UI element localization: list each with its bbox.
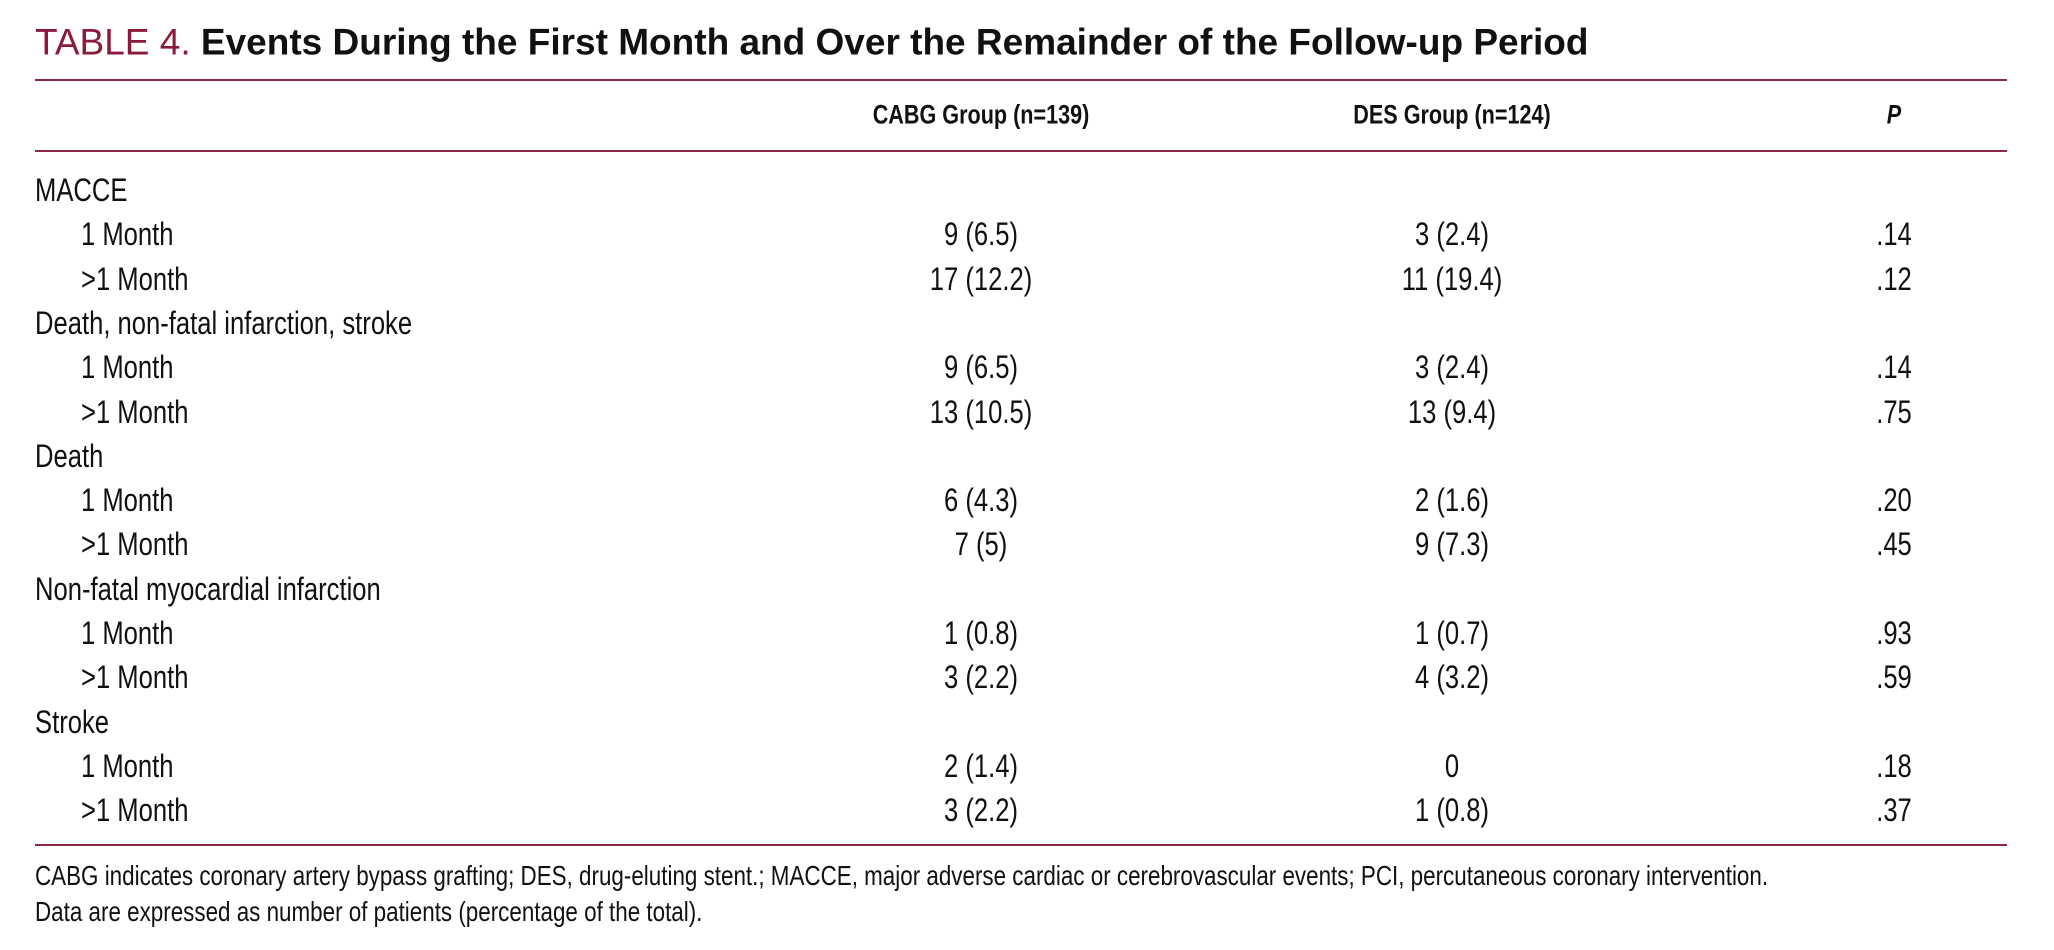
cell: 3 (2.4) bbox=[1415, 216, 1489, 253]
cell: 2 (1.6) bbox=[1415, 482, 1489, 519]
cell: .12 bbox=[1876, 260, 1912, 297]
table-title: Events During the First Month and Over t… bbox=[200, 21, 1589, 63]
cell: 3 (2.2) bbox=[944, 792, 1018, 829]
cell: 13 (9.4) bbox=[1407, 393, 1497, 430]
footnote: Data are expressed as number of patients… bbox=[35, 896, 703, 927]
column-header: DES Group (n=124) bbox=[1353, 99, 1551, 130]
row-label: 1 Month bbox=[81, 615, 174, 651]
cell: 2 (1.4) bbox=[944, 747, 1018, 784]
group-label: Death bbox=[35, 437, 104, 474]
cell: 1 (0.7) bbox=[1415, 615, 1489, 651]
cell: 0 bbox=[1444, 747, 1460, 784]
row-label: >1 Month bbox=[81, 393, 189, 430]
cell: .75 bbox=[1876, 393, 1912, 430]
row-label: >1 Month bbox=[81, 526, 189, 563]
cell: 9 (7.3) bbox=[1415, 526, 1489, 563]
column-header: CABG Group (n=139) bbox=[872, 99, 1090, 130]
table-label: TABLE 4. bbox=[35, 21, 191, 63]
cell: 7 (5) bbox=[954, 526, 1008, 563]
cell: 4 (3.2) bbox=[1415, 659, 1489, 696]
top-rule bbox=[35, 79, 2007, 81]
row-label: 1 Month bbox=[81, 482, 174, 519]
cell: .93 bbox=[1876, 615, 1912, 651]
row-label: 1 Month bbox=[81, 747, 174, 784]
cell: 9 (6.5) bbox=[944, 349, 1018, 386]
cell: .14 bbox=[1876, 349, 1912, 386]
group-label: MACCE bbox=[35, 172, 128, 208]
cell: .59 bbox=[1876, 659, 1912, 696]
cell: 17 (12.2) bbox=[929, 260, 1033, 297]
group-label: Stroke bbox=[35, 703, 109, 740]
cell: 1 (0.8) bbox=[944, 615, 1018, 651]
cell: .37 bbox=[1876, 792, 1912, 829]
row-label: >1 Month bbox=[81, 260, 189, 297]
cell: 3 (2.2) bbox=[944, 659, 1018, 696]
cell: 13 (10.5) bbox=[929, 393, 1033, 430]
table-heading: TABLE 4. Events During the First Month a… bbox=[35, 24, 1588, 61]
row-label: 1 Month bbox=[81, 216, 174, 253]
row-label: 1 Month bbox=[81, 349, 174, 386]
footnote: CABG indicates coronary artery bypass gr… bbox=[35, 860, 1769, 891]
cell: .20 bbox=[1876, 482, 1912, 519]
cell: .18 bbox=[1876, 747, 1912, 784]
cell: .45 bbox=[1876, 526, 1912, 563]
group-label: Non-fatal myocardial infarction bbox=[35, 570, 381, 607]
cell: 6 (4.3) bbox=[944, 482, 1018, 519]
row-label: >1 Month bbox=[81, 792, 189, 829]
header-rule bbox=[35, 150, 2007, 152]
cell: 3 (2.4) bbox=[1415, 349, 1489, 386]
bottom-rule bbox=[35, 844, 2007, 846]
cell: 9 (6.5) bbox=[944, 216, 1018, 253]
group-label: Death, non-fatal infarction, stroke bbox=[35, 304, 413, 341]
column-header: P bbox=[1886, 99, 1902, 130]
cell: 1 (0.8) bbox=[1415, 792, 1489, 829]
cell: 11 (19.4) bbox=[1401, 260, 1503, 297]
cell: .14 bbox=[1876, 216, 1912, 253]
row-label: >1 Month bbox=[81, 659, 189, 696]
